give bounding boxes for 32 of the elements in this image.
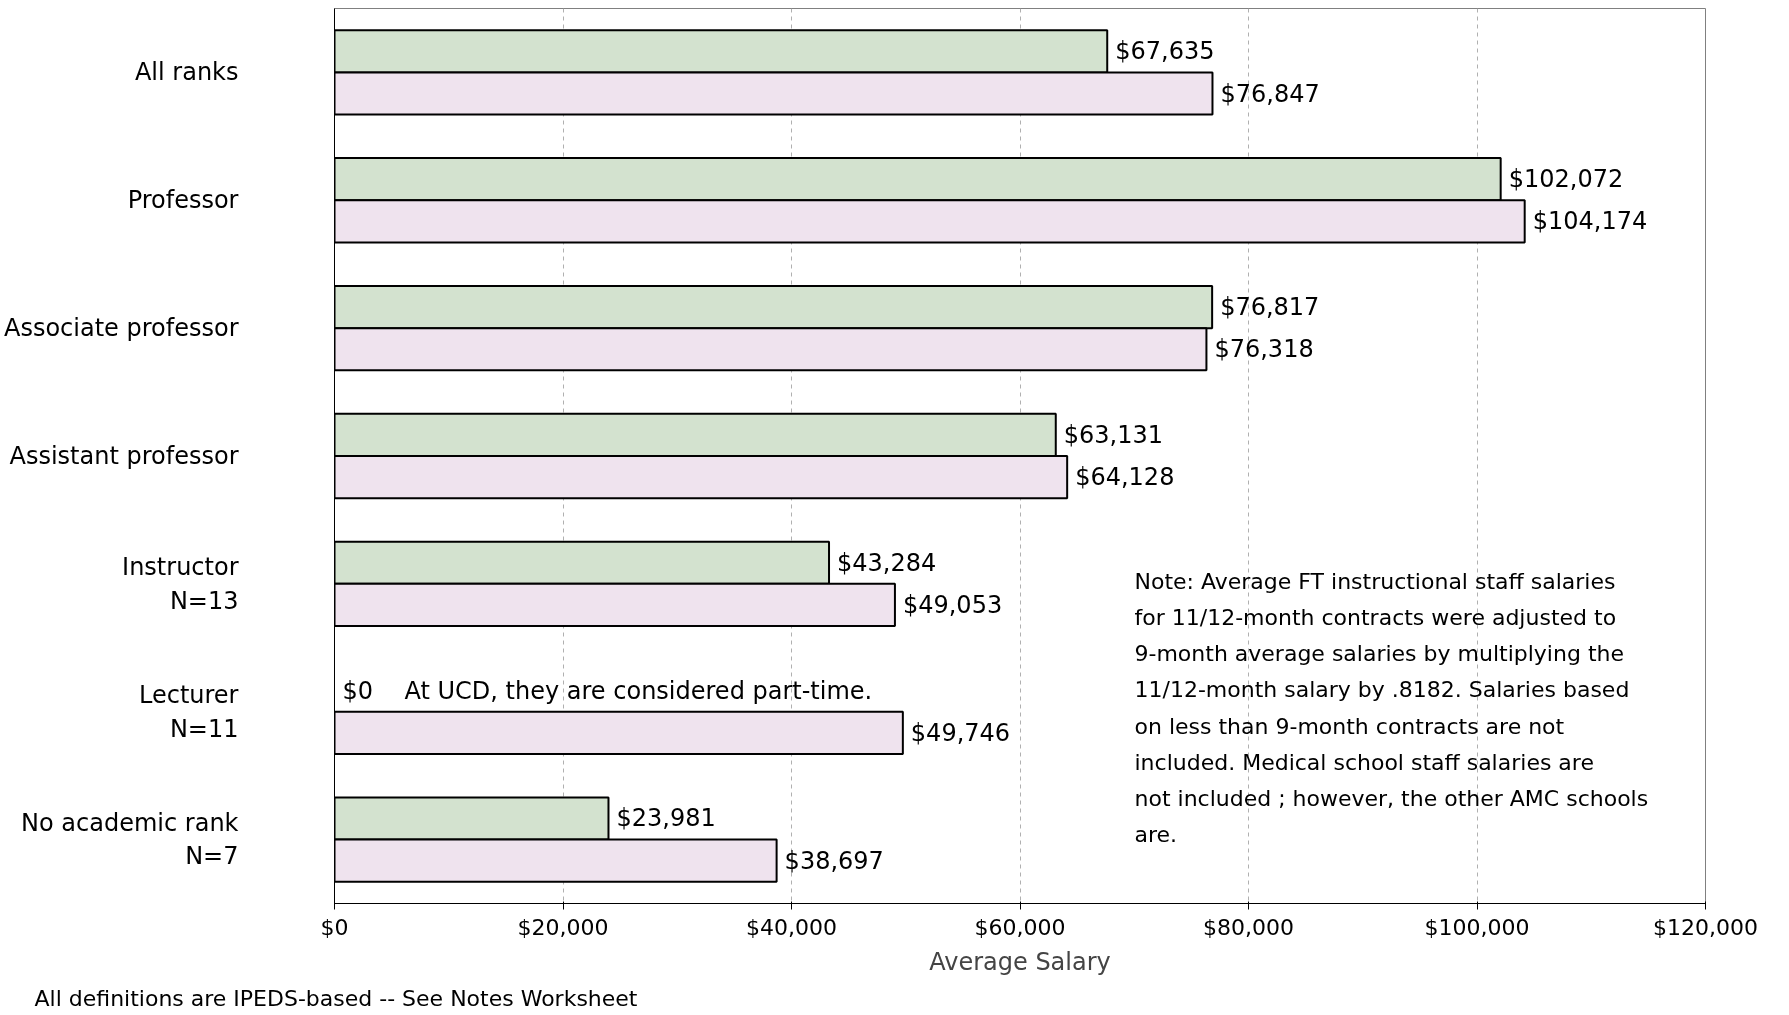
y-tick-label: Associate professor xyxy=(3,314,239,343)
x-tick-label: $60,000 xyxy=(974,914,1066,940)
y-tick-label: No academic rank N=7 xyxy=(21,808,239,871)
data-label: $23,981 xyxy=(616,804,716,833)
data-label: $67,635 xyxy=(1115,37,1215,66)
annotation: At UCD, they are considered part-time. xyxy=(404,676,873,705)
data-label: $63,131 xyxy=(1063,420,1164,449)
y-tick-label: Professor xyxy=(127,186,239,215)
data-label: $76,318 xyxy=(1214,335,1314,364)
data-label: $38,697 xyxy=(784,846,884,875)
y-tick-label: Instructor N=13 xyxy=(122,553,239,615)
data-label: $49,053 xyxy=(902,590,1003,619)
y-tick-label: Assistant professor xyxy=(9,442,239,470)
x-axis-title: Average Salary xyxy=(929,947,1111,976)
data-label: $0 xyxy=(342,676,374,705)
data-label: $43,284 xyxy=(837,548,937,577)
data-label: $76,817 xyxy=(1220,293,1320,322)
data-label: $102,072 xyxy=(1508,165,1624,194)
data-label: $64,128 xyxy=(1075,463,1175,492)
x-tick-label: $120,000 xyxy=(1653,914,1758,940)
data-label: $104,174 xyxy=(1532,207,1648,236)
y-tick-label: Lecturer N=11 xyxy=(139,680,239,743)
x-tick-label: $80,000 xyxy=(1203,914,1294,940)
x-tick-label: $0 xyxy=(320,914,349,940)
data-label: $76,847 xyxy=(1220,79,1320,108)
x-tick-label: $40,000 xyxy=(746,914,837,940)
x-tick-label: $20,000 xyxy=(517,914,609,940)
text: All definitions are IPEDS-based -- See Notes Worksheet xyxy=(34,985,638,1011)
y-tick-label: All ranks xyxy=(134,58,239,87)
annotation: Note: Average FT instructional staff salaries for 11/12-month contracts were adjusted to 9-month average salaries by multiplying the 11/12-month salary by .8182. Salaries based on less than 9-month contracts are not included. Medical school staff salaries are not included ; however, the other AMC schools are. xyxy=(1134,568,1649,848)
data-label: $49,746 xyxy=(910,718,1011,747)
x-tick-label: $100,000 xyxy=(1424,914,1530,940)
